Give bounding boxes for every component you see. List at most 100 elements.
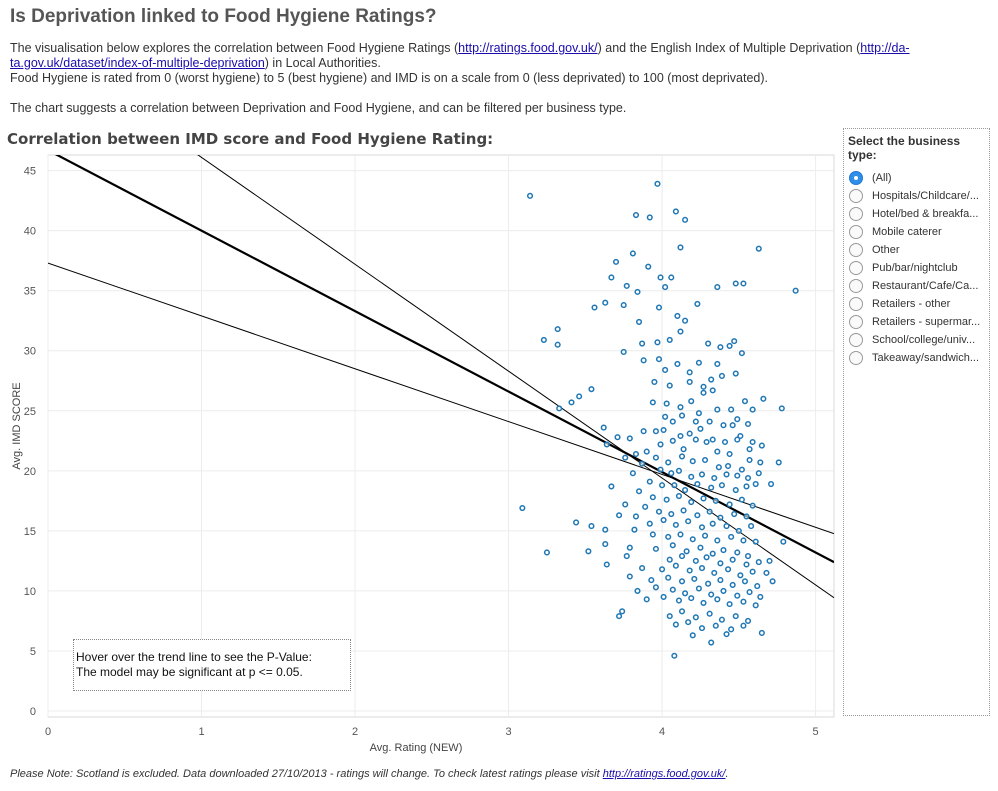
data-point [686,567,693,574]
data-point [752,602,759,609]
data-point [660,426,667,434]
data-point [519,505,526,512]
filter-option[interactable]: School/college/univ... [849,331,989,349]
data-point [691,575,698,582]
ratings-link[interactable]: http://ratings.food.gov.uk/ [458,41,598,55]
radio-icon[interactable] [849,243,863,257]
filter-option[interactable]: Hospitals/Childcare/... [849,187,989,205]
data-point [755,245,762,252]
data-point [746,589,753,596]
data-point [744,553,752,560]
p-value-note: Hover over the trend line to see the P-V… [73,639,351,691]
data-point [666,556,673,563]
data-point [734,436,741,443]
data-point [674,312,681,319]
filter-option-label: School/college/univ... [872,334,976,346]
data-point [740,598,747,605]
radio-icon[interactable] [849,261,863,275]
data-point [665,459,672,466]
data-point [792,287,799,294]
data-point [600,424,607,431]
data-point [678,608,686,615]
data-point [709,387,716,394]
imd-link[interactable]: http://da-ta.gov.uk/dataset/index-of-mul… [10,41,910,70]
data-point [680,446,687,453]
data-point [766,557,773,564]
data-point [720,422,727,429]
data-point [652,428,659,435]
radio-icon[interactable] [849,333,863,347]
data-point [677,328,684,335]
footnote-link[interactable]: http://ratings.food.gov.uk/ [602,768,726,780]
data-point [677,244,684,251]
data-point [623,282,630,289]
data-point [540,336,547,343]
radio-icon[interactable] [849,189,863,203]
radio-icon[interactable] [849,351,863,365]
data-point [755,559,762,566]
data-point [700,389,707,396]
filter-option[interactable]: Restaurant/Cafe/Ca... [849,277,989,295]
trend-line[interactable] [48,150,834,564]
filter-option-label: Hospitals/Childcare/... [872,190,979,202]
data-point [619,608,626,615]
radio-icon[interactable] [849,225,863,239]
data-point [732,486,739,494]
data-point [714,284,721,291]
intro-summary-text: The chart suggests a correlation between… [10,101,627,115]
radio-icon[interactable] [849,207,863,221]
data-point [732,613,739,620]
data-point [708,376,715,383]
data-point [672,562,679,569]
data-point [778,405,785,412]
data-point [721,438,729,446]
data-point [677,404,684,411]
radio-icon[interactable] [849,297,863,311]
data-point [543,549,550,556]
radio-selected-icon[interactable] [849,171,863,185]
data-point [602,299,609,306]
filter-option[interactable]: Other [849,241,989,259]
data-point [659,482,666,489]
data-point [662,413,669,420]
y-tick-label: 40 [24,226,36,238]
data-point [603,561,610,568]
data-point [708,639,715,646]
data-point [700,599,707,606]
data-point [689,632,696,639]
y-tick-label: 20 [24,466,36,478]
data-point [728,406,735,413]
data-point [622,501,629,508]
filter-option[interactable]: Hotel/bed & breakfa... [849,205,989,223]
data-point [608,483,615,490]
data-point [769,578,776,585]
radio-icon[interactable] [849,279,863,293]
filter-option[interactable]: Mobile caterer [849,223,989,241]
data-point [740,280,747,287]
data-point [602,541,609,548]
data-point [682,216,689,223]
data-point [626,435,633,442]
data-point [717,514,724,521]
data-point [726,342,733,349]
data-point [725,566,732,573]
data-point [616,512,623,519]
filter-option[interactable]: Retailers - other [849,295,989,313]
data-point [768,480,775,488]
data-point [634,587,641,594]
data-point [743,513,750,520]
data-point [749,502,756,509]
data-point [752,538,759,545]
data-point [665,574,672,581]
data-point [725,462,732,470]
data-point [709,550,716,557]
data-point [668,274,675,281]
filter-option[interactable]: Pub/bar/nightclub [849,259,989,277]
filter-option-label: Other [872,244,900,256]
filter-option[interactable]: Takeaway/sandwich... [849,349,989,367]
filter-option[interactable]: Retailers - supermar... [849,313,989,331]
radio-icon[interactable] [849,315,863,329]
data-point [660,517,667,524]
filter-option[interactable]: (All) [849,169,989,187]
intro-text-part: The visualisation below explores the cor… [10,41,459,55]
